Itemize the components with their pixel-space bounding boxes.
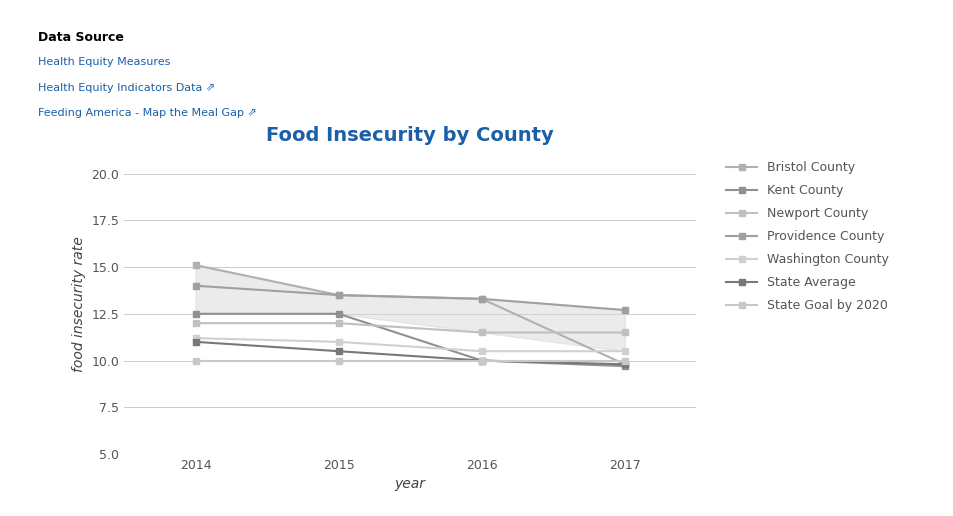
X-axis label: year: year <box>395 477 425 492</box>
Text: Feeding America - Map the Meal Gap ⇗: Feeding America - Map the Meal Gap ⇗ <box>38 108 256 118</box>
Text: Data Source: Data Source <box>38 31 124 44</box>
Y-axis label: food insecurity rate: food insecurity rate <box>71 236 86 373</box>
Text: Health Equity Measures: Health Equity Measures <box>38 57 171 67</box>
Legend: Bristol County, Kent County, Newport County, Providence County, Washington Count: Bristol County, Kent County, Newport Cou… <box>720 155 895 318</box>
Text: Health Equity Indicators Data ⇗: Health Equity Indicators Data ⇗ <box>38 83 215 92</box>
Title: Food Insecurity by County: Food Insecurity by County <box>266 126 554 145</box>
